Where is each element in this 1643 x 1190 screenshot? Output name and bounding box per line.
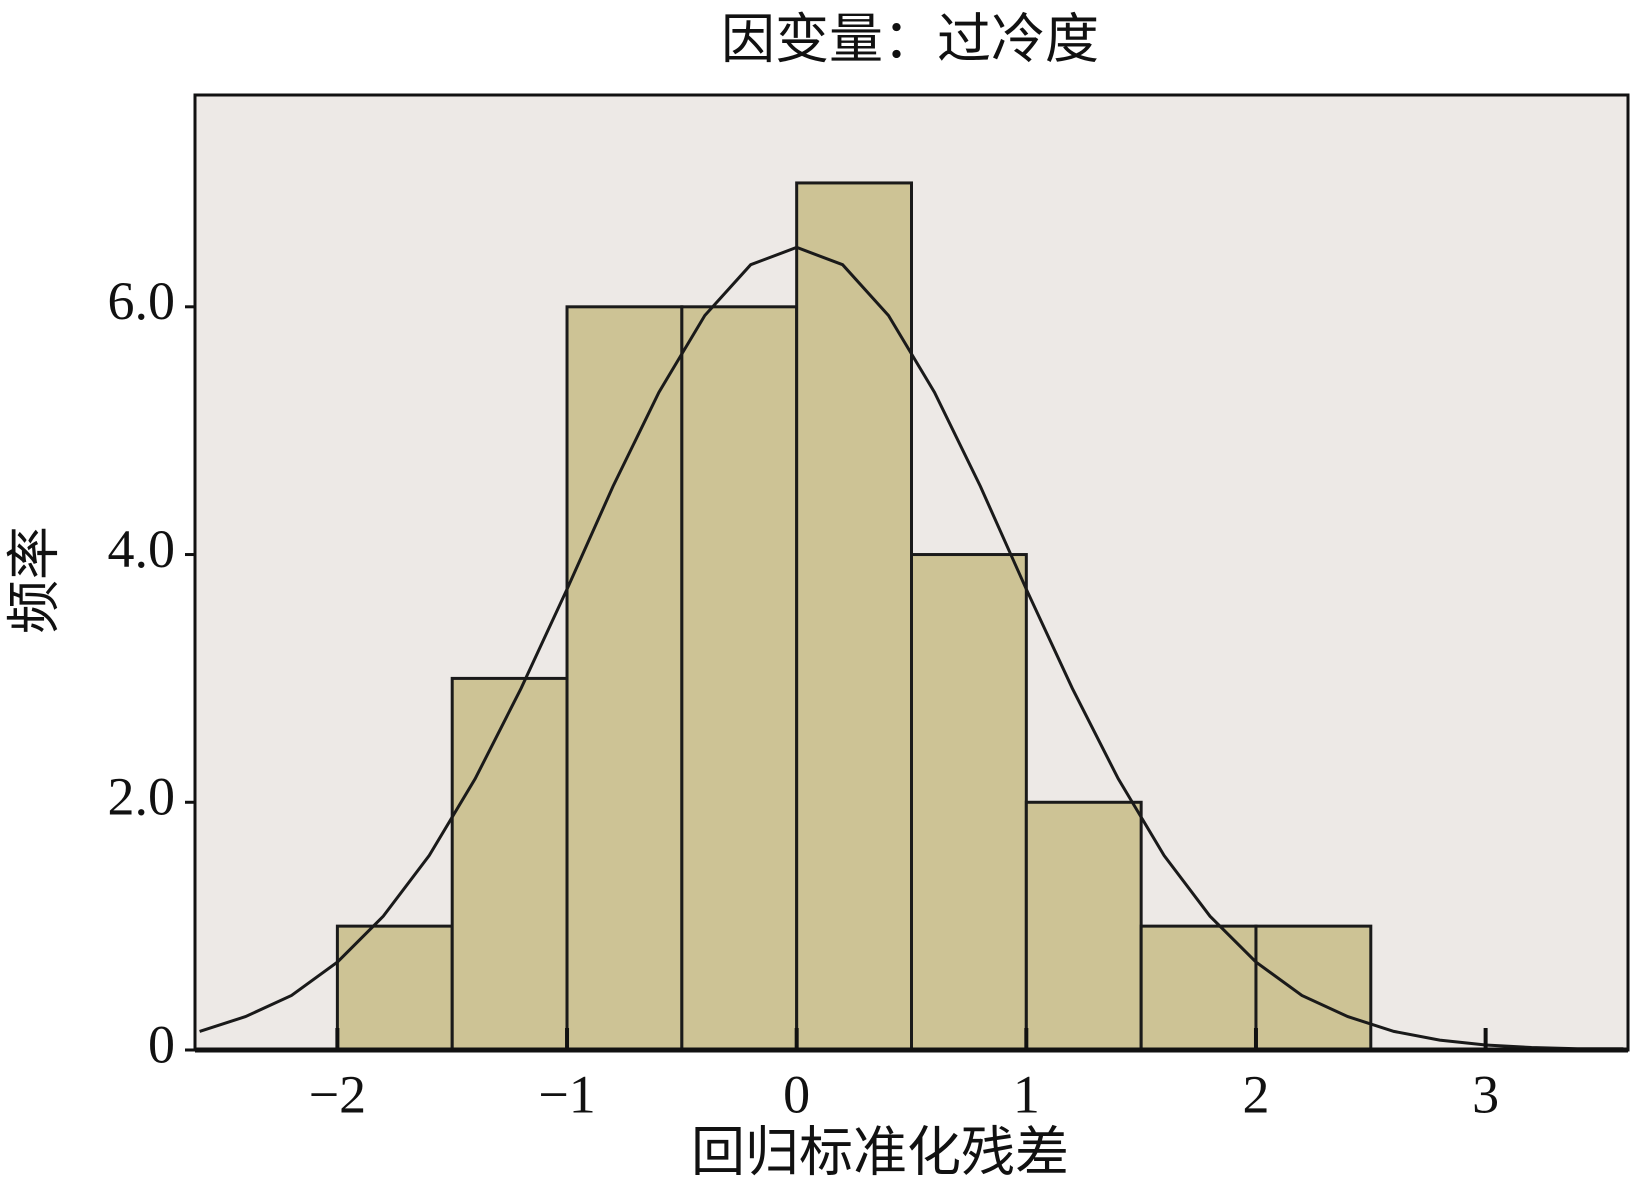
y-axis-label: 频率 [4, 526, 64, 634]
bar [795, 181, 913, 1052]
x-tick-label: −1 [538, 1064, 595, 1124]
chart-title: 因变量：过冷度 [721, 9, 1099, 69]
y-tick-label: 4.0 [108, 519, 176, 579]
bar [1254, 924, 1373, 1052]
y-tick-label: 6.0 [108, 271, 176, 331]
bar [335, 924, 454, 1052]
bar [450, 676, 569, 1052]
bar [565, 305, 684, 1052]
y-tick-label: 0 [148, 1014, 175, 1074]
x-tick-label: 1 [1013, 1064, 1040, 1124]
x-tick-label: −2 [309, 1064, 366, 1124]
bar [680, 305, 799, 1052]
x-tick-label: 0 [783, 1064, 810, 1124]
x-tick-label: 3 [1472, 1064, 1499, 1124]
bar [1024, 800, 1143, 1052]
y-tick-label: 2.0 [108, 767, 176, 827]
bar [910, 553, 1028, 1052]
normal-curve [199, 245, 1624, 1051]
x-tick-label: 2 [1242, 1064, 1269, 1124]
bar [1139, 924, 1258, 1052]
x-axis-label: 回归标准化残差 [691, 1122, 1069, 1182]
